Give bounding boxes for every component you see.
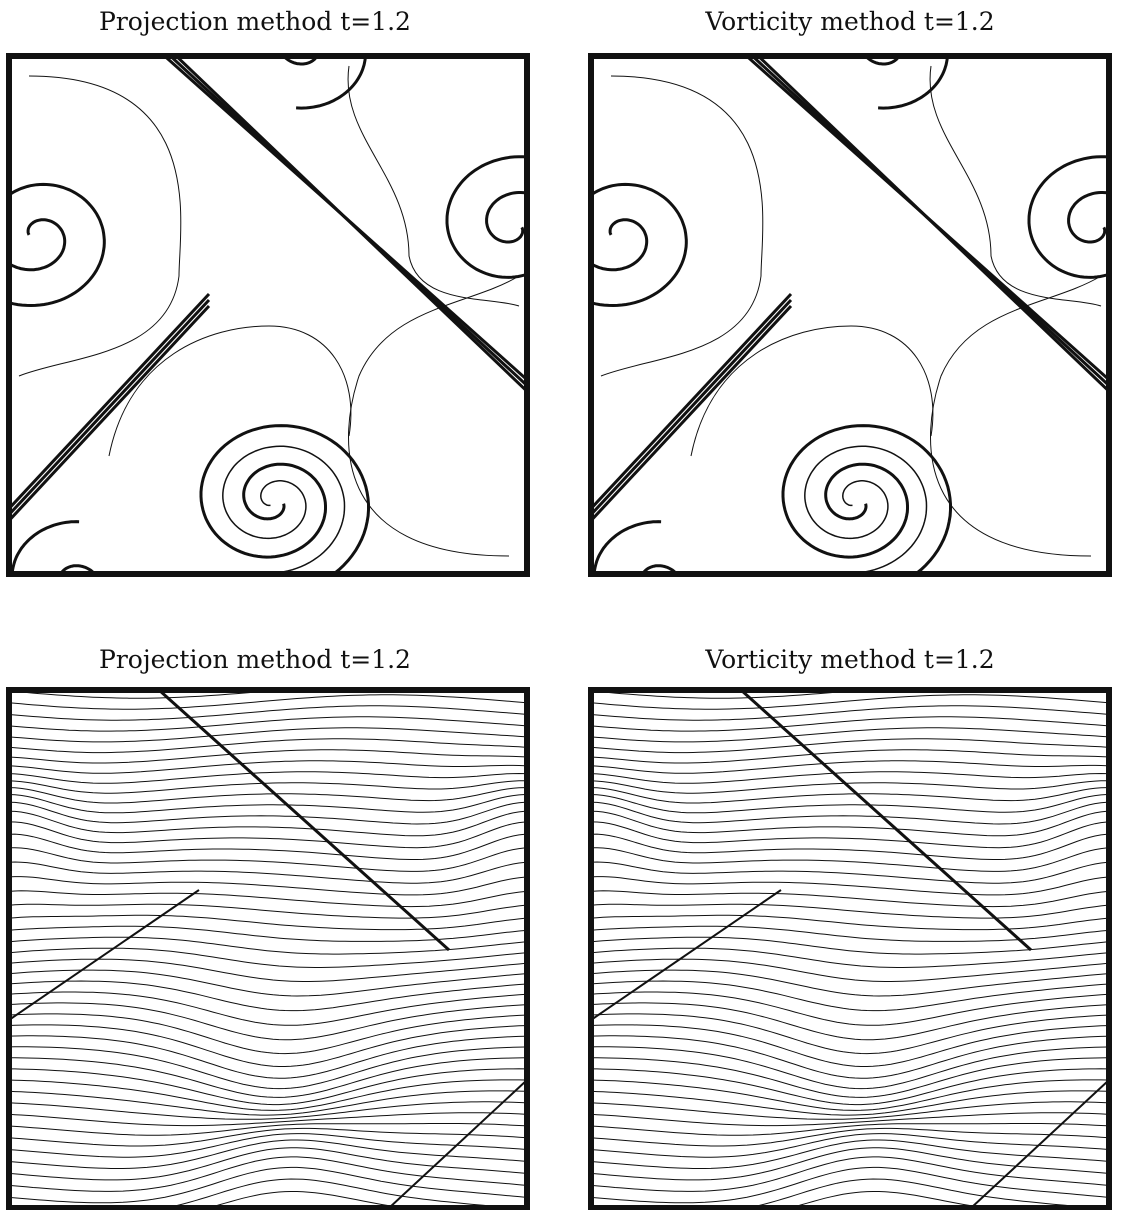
contours	[9, 673, 527, 1210]
panel-title: Projection method t=1.2	[99, 645, 411, 674]
contour-plot	[0, 6, 561, 624]
contour	[591, 772, 1107, 784]
contour	[9, 1124, 525, 1136]
contour	[591, 1014, 1107, 1054]
contour	[591, 926, 1107, 941]
contours	[572, 6, 1121, 624]
contour	[447, 157, 561, 278]
contour	[591, 822, 1107, 848]
panel-title: Vorticity method t=1.2	[704, 7, 994, 36]
contour	[586, 300, 791, 520]
contour	[9, 1080, 525, 1111]
contour	[9, 673, 525, 687]
contour	[9, 1014, 525, 1054]
contour	[9, 981, 525, 1011]
contour	[753, 51, 1116, 398]
contour	[591, 1069, 1107, 1105]
contour	[9, 862, 525, 883]
contour	[591, 1124, 1107, 1136]
panel-title: Vorticity method t=1.2	[704, 645, 994, 674]
contour	[591, 673, 1107, 687]
contour	[586, 306, 791, 526]
contour	[9, 1069, 525, 1105]
contour	[591, 739, 1107, 753]
contour	[930, 66, 1101, 306]
contour	[9, 1003, 525, 1040]
contour	[591, 1003, 1107, 1040]
contour	[591, 981, 1107, 1011]
contour	[171, 51, 534, 398]
contour	[9, 1157, 525, 1192]
contour	[591, 1167, 1107, 1202]
contour	[591, 1025, 1107, 1067]
contour	[9, 890, 199, 1020]
contour	[9, 1167, 525, 1202]
contour	[931, 276, 1101, 556]
contour	[9, 848, 525, 872]
contour	[591, 862, 1107, 883]
contour	[591, 1080, 1107, 1111]
contour	[691, 326, 933, 456]
contour	[591, 811, 1107, 836]
contour	[9, 937, 525, 954]
contour	[9, 739, 525, 753]
contour	[591, 717, 1107, 731]
contour	[9, 795, 525, 813]
contours	[0, 6, 561, 624]
contour	[591, 1157, 1107, 1192]
contour	[9, 717, 525, 731]
contour	[9, 1025, 525, 1067]
contour-plot	[9, 673, 527, 1210]
panel-title: Projection method t=1.2	[99, 7, 411, 36]
contour	[0, 184, 104, 305]
contour	[389, 1080, 527, 1208]
contour	[9, 926, 525, 941]
contour	[9, 750, 525, 763]
contour-plot	[591, 673, 1109, 1210]
contours	[591, 673, 1109, 1210]
contour	[591, 890, 781, 1020]
contour	[971, 1080, 1109, 1208]
contour	[4, 306, 209, 526]
contour	[591, 788, 1107, 803]
contour	[591, 750, 1107, 763]
contour	[601, 76, 763, 376]
contour	[9, 802, 525, 824]
contour	[586, 294, 791, 514]
contour	[9, 1128, 525, 1146]
contour	[349, 276, 519, 556]
figure: Projection method t=1.2 Vorticity method…	[0, 0, 1121, 1210]
contour	[9, 877, 525, 895]
contour	[9, 772, 525, 784]
contour	[591, 848, 1107, 872]
contour-plot	[572, 6, 1121, 624]
contour	[4, 300, 209, 520]
contour	[19, 76, 181, 376]
contour	[591, 937, 1107, 954]
contour	[348, 66, 519, 306]
contour	[4, 294, 209, 514]
contour	[591, 802, 1107, 824]
contour	[9, 788, 525, 803]
contour	[591, 795, 1107, 813]
contour	[9, 728, 525, 742]
contour	[591, 728, 1107, 742]
contour	[591, 1128, 1107, 1146]
contour	[591, 877, 1107, 895]
contour	[109, 326, 351, 456]
contour	[9, 811, 525, 836]
contour	[9, 822, 525, 848]
